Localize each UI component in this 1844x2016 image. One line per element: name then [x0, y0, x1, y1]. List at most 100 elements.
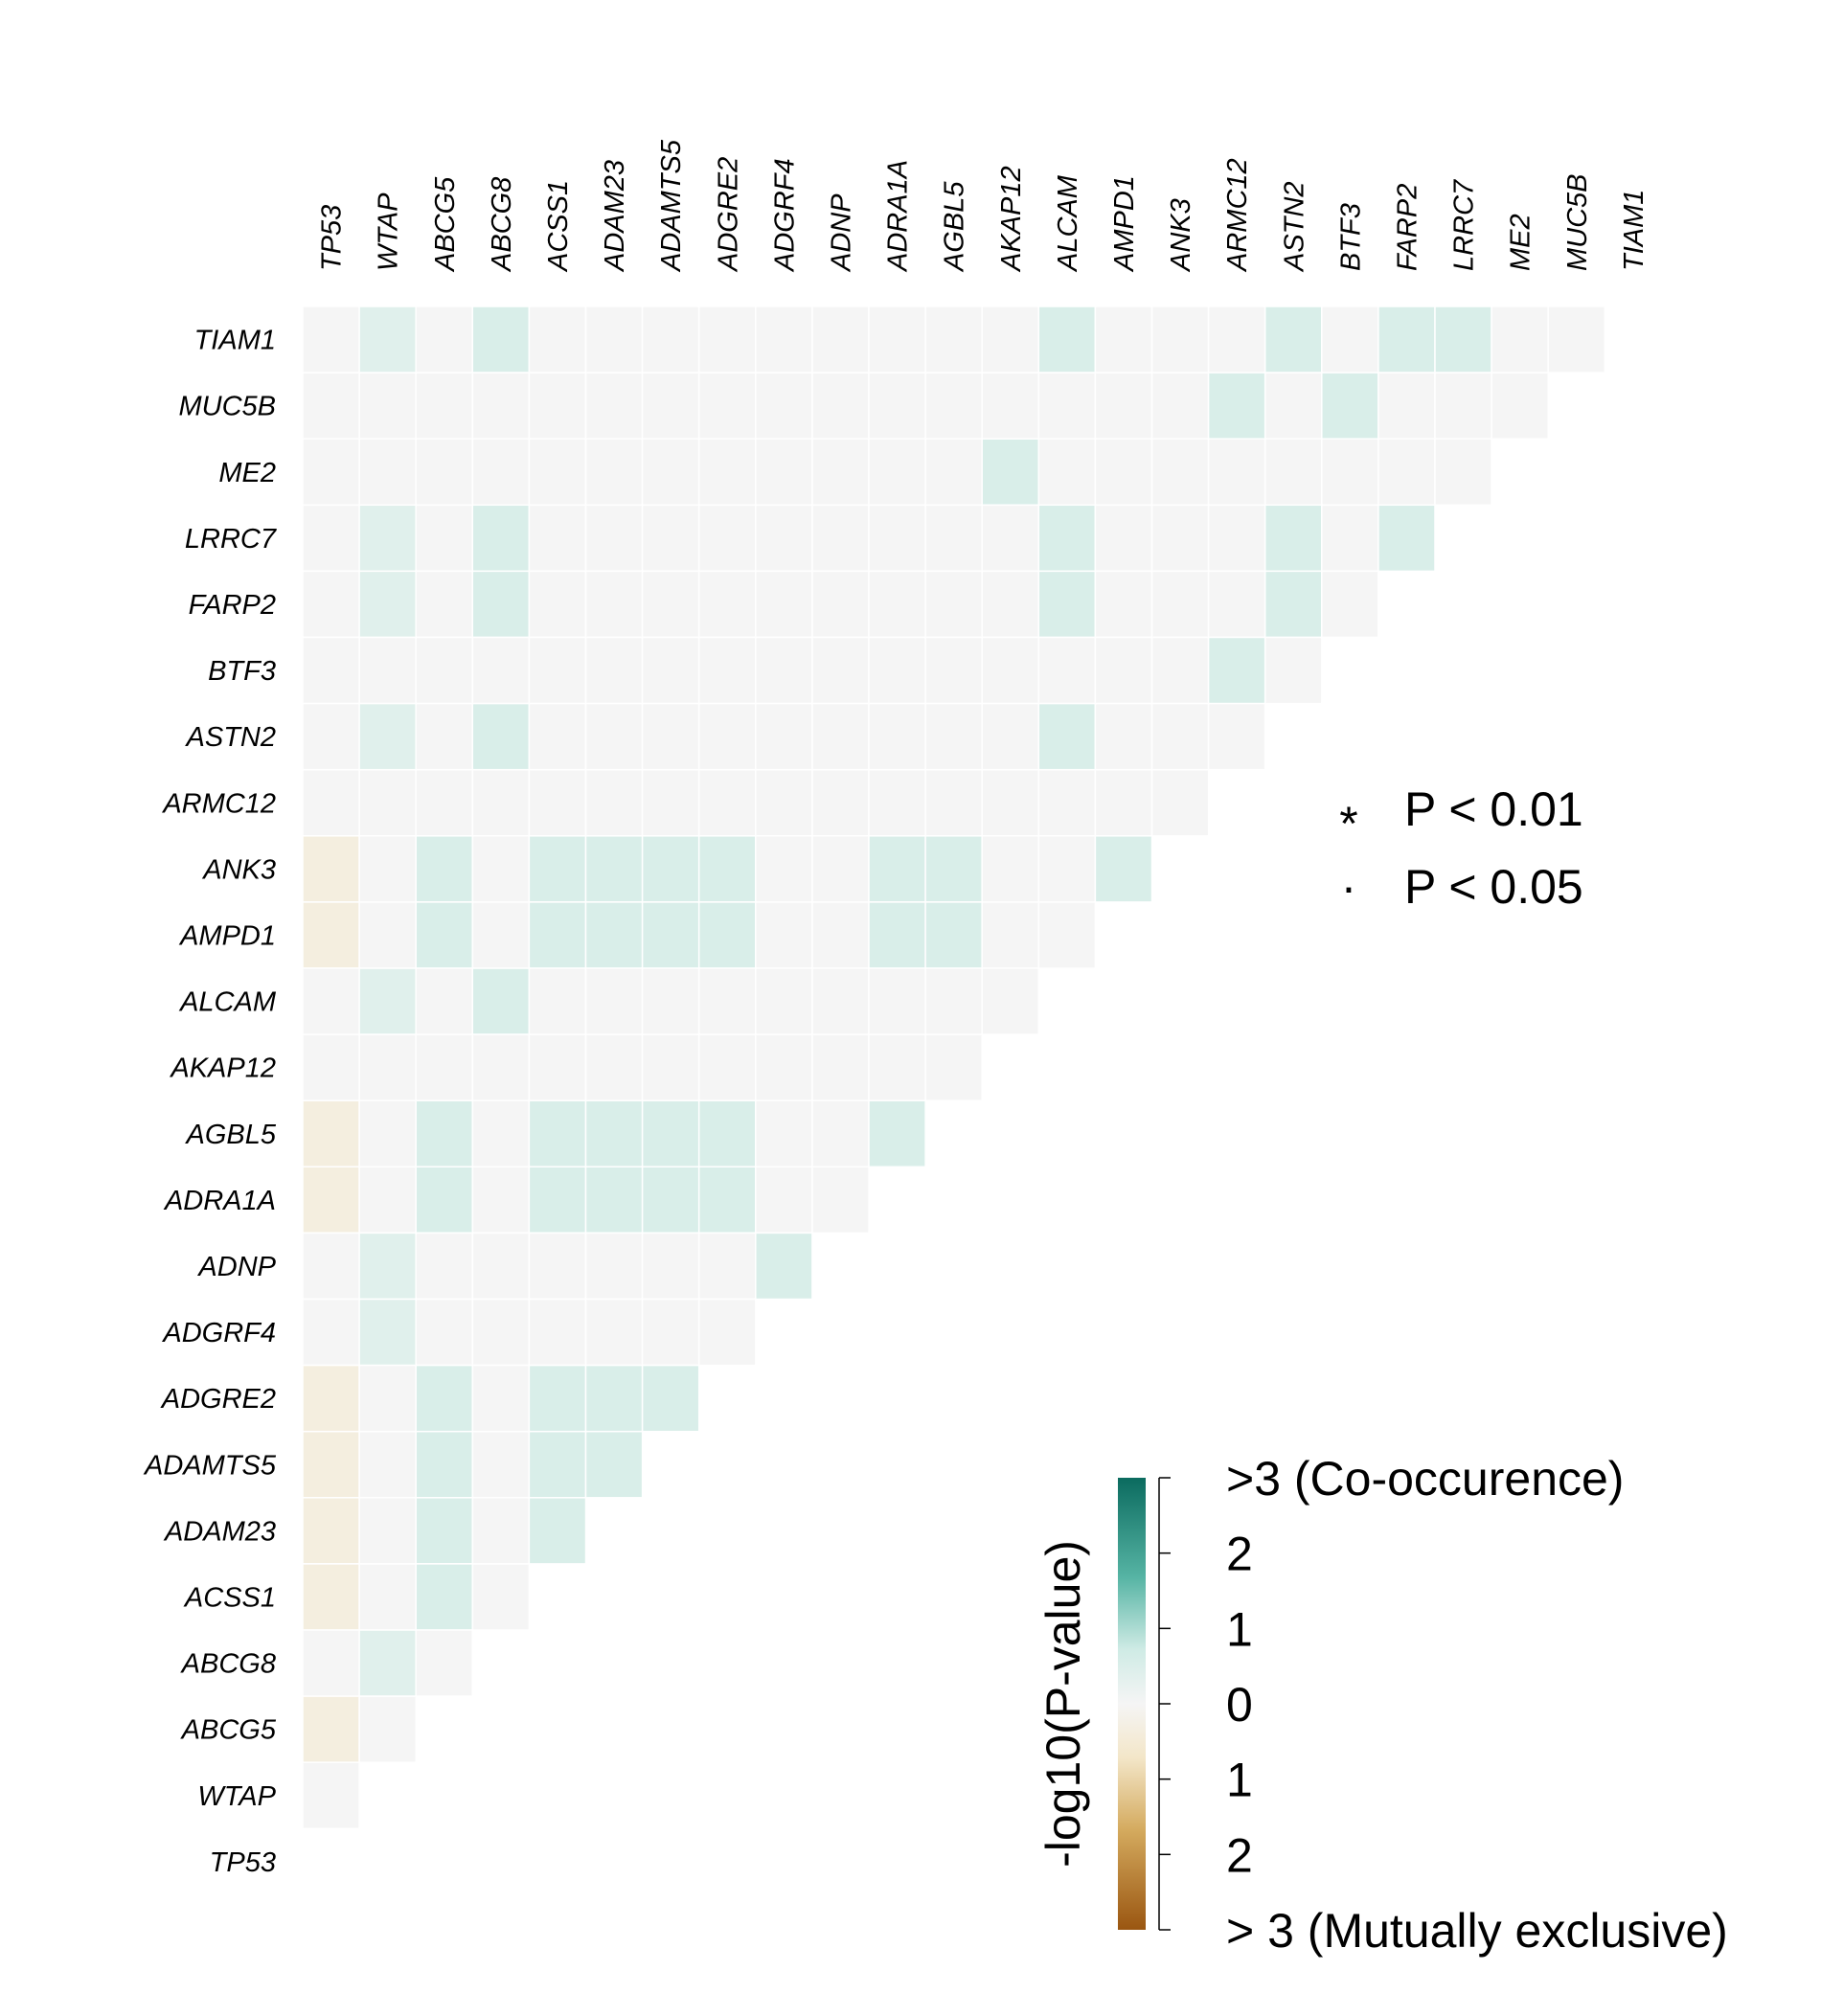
- heatmap-cell: [1377, 372, 1436, 440]
- heatmap-cell: [868, 768, 926, 837]
- heatmap-cell: [302, 438, 360, 507]
- column-label: ANK3: [1166, 198, 1196, 273]
- heatmap-cell: [981, 702, 1040, 771]
- column-label: AKAP12: [996, 166, 1027, 273]
- heatmap-cell: [1207, 702, 1266, 771]
- heatmap-cell: [471, 570, 531, 639]
- heatmap-cell: [1377, 438, 1436, 507]
- heatmap-cell: [584, 702, 644, 771]
- heatmap-cell: [584, 967, 644, 1035]
- heatmap-cell: [302, 1232, 360, 1301]
- heatmap-cell: [584, 636, 644, 705]
- heatmap-cell: [1037, 504, 1097, 573]
- heatmap-cell: [1321, 438, 1379, 507]
- heatmap-cell: [584, 835, 644, 903]
- heatmap-cell: [924, 702, 983, 771]
- heatmap-cell: [755, 438, 813, 507]
- sig-label-p005: P < 0.05: [1404, 860, 1583, 914]
- heatmap-cell: [755, 372, 813, 440]
- row-label: TP53: [210, 1847, 276, 1878]
- heatmap-cell: [528, 504, 587, 573]
- heatmap-cell: [528, 372, 587, 440]
- heatmap-cell: [1207, 636, 1266, 705]
- row-label: LRRC7: [185, 524, 278, 555]
- heatmap-cell: [302, 967, 360, 1035]
- heatmap-cell: [697, 967, 757, 1035]
- heatmap-cell: [1150, 504, 1210, 573]
- heatmap-cell: [584, 1364, 644, 1433]
- heatmap-cell: [471, 306, 531, 374]
- heatmap-cell: [471, 768, 531, 837]
- heatmap-cell: [1321, 570, 1379, 639]
- heatmap-cell: [981, 636, 1040, 705]
- heatmap-cell: [358, 372, 417, 440]
- column-label: ABCG8: [487, 177, 517, 273]
- heatmap-cell: [1037, 702, 1097, 771]
- heatmap-cell: [1150, 438, 1210, 507]
- heatmap-cell: [868, 702, 926, 771]
- column-label: LRRC7: [1449, 178, 1480, 271]
- heatmap-cell: [415, 1364, 474, 1433]
- colorbar-ticks: >3 (Co-occurence) 2 1 0 1 2 > 3 (Mutually excl…: [1158, 1452, 1728, 1958]
- column-label: AMPD1: [1109, 175, 1140, 273]
- column-labels: TP53 WTAP ABCG5 ABCG8 ACSS1 ADAM23 ADAMTS5 ADGR…: [317, 139, 1650, 273]
- heatmap-cell: [755, 967, 813, 1035]
- row-label: AGBL5: [185, 1120, 277, 1150]
- heatmap-cell: [1207, 306, 1266, 374]
- row-label: ADNP: [196, 1252, 276, 1282]
- heatmap-cell: [1434, 306, 1492, 374]
- heatmap-cell: [981, 504, 1040, 573]
- heatmap-cell: [697, 372, 757, 440]
- colorbar-tick-label: > 3 (Mutually exclusive): [1226, 1904, 1728, 1958]
- heatmap-cell: [415, 570, 474, 639]
- heatmap-cell: [868, 1033, 926, 1101]
- heatmap-cell: [302, 306, 360, 374]
- heatmap-cell: [641, 1364, 700, 1433]
- heatmap-cell: [1491, 372, 1549, 440]
- heatmap-cell: [358, 1232, 417, 1301]
- heatmap-cell: [528, 702, 587, 771]
- heatmap-cell: [641, 372, 700, 440]
- heatmap-cell: [1263, 306, 1323, 374]
- column-label: ACSS1: [543, 180, 574, 273]
- heatmap-cell: [755, 504, 813, 573]
- heatmap-cell: [755, 901, 813, 969]
- heatmap-cell: [358, 1695, 417, 1763]
- heatmap-cell: [1263, 438, 1323, 507]
- heatmap-cell: [1150, 372, 1210, 440]
- heatmap-cell: [641, 306, 700, 374]
- heatmap-cell: [528, 438, 587, 507]
- heatmap-cell: [811, 1099, 870, 1168]
- heatmap-cell: [1037, 901, 1097, 969]
- heatmap-cell: [358, 768, 417, 837]
- heatmap-cell: [528, 1364, 587, 1433]
- heatmap-cell: [641, 1298, 700, 1367]
- heatmap-cell: [584, 570, 644, 639]
- heatmap-cell: [1150, 306, 1210, 374]
- column-label: ASTN2: [1279, 182, 1309, 273]
- heatmap-cell: [358, 1298, 417, 1367]
- heatmap-cell: [641, 702, 700, 771]
- heatmap-cell: [1094, 372, 1153, 440]
- column-label: ADAMTS5: [656, 139, 687, 273]
- heatmap-cell: [868, 438, 926, 507]
- heatmap-cell: [1207, 504, 1266, 573]
- heatmap-cell: [1094, 438, 1153, 507]
- heatmap-cell: [811, 570, 870, 639]
- colorbar-tick-label: 0: [1226, 1678, 1253, 1732]
- heatmap-cell: [415, 1232, 474, 1301]
- heatmap-cell: [868, 967, 926, 1035]
- heatmap-cell: [415, 901, 474, 969]
- heatmap-cell: [811, 1033, 870, 1101]
- heatmap-cell: [302, 504, 360, 573]
- heatmap-cell: [755, 306, 813, 374]
- row-label: ACSS1: [183, 1582, 276, 1613]
- heatmap-cell: [981, 835, 1040, 903]
- heatmap-cell: [641, 901, 700, 969]
- heatmap-cell: [471, 1099, 531, 1168]
- heatmap-cell: [1037, 372, 1097, 440]
- heatmap-cell: [358, 1166, 417, 1235]
- heatmap-cell: [811, 1166, 870, 1235]
- column-label: WTAP: [374, 193, 404, 271]
- heatmap-cell: [471, 438, 531, 507]
